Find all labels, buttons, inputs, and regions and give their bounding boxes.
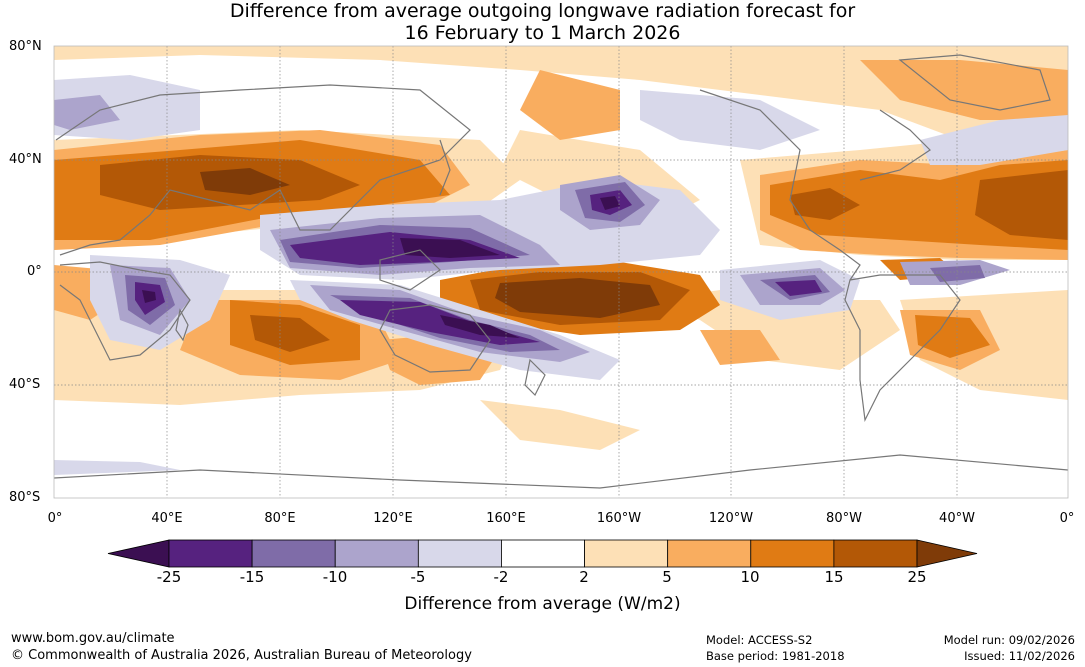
colorbar-tick: 10 <box>740 568 760 586</box>
lon-label-160w: 160°W <box>596 511 642 526</box>
footer-base-period: Base period: 1981-2018 <box>706 649 845 663</box>
footer-model-run: Model run: 09/02/2026 <box>943 633 1075 647</box>
colorbar-arrow-high <box>916 539 978 568</box>
colorbar-tick: -5 <box>410 568 426 586</box>
colorbar-tick: -2 <box>493 568 509 586</box>
colorbar-segment <box>334 539 419 568</box>
colorbar-tick: 5 <box>662 568 672 586</box>
colorbar-arrow-low <box>107 539 170 568</box>
lat-label-equator: 0° <box>27 264 42 279</box>
lon-label-120w: 120°W <box>708 511 754 526</box>
lon-label-160e: 160°E <box>486 511 526 526</box>
colorbar-tick: 2 <box>579 568 589 586</box>
colorbar <box>107 539 978 568</box>
title-line-1: Difference from average outgoing longwav… <box>229 0 856 22</box>
lon-label-0-east: 0° <box>1059 511 1075 526</box>
lat-label-40n: 40°N <box>9 152 42 167</box>
footer-model: Model: ACCESS-S2 <box>706 633 813 647</box>
lat-label-80n: 80°N <box>9 39 42 54</box>
title-line-2: 16 February to 1 March 2026 <box>404 22 681 44</box>
colorbar-tick: -15 <box>239 568 265 586</box>
lon-label-40e: 40°E <box>151 511 183 526</box>
colorbar-segment <box>168 539 253 568</box>
colorbar-segment <box>584 539 669 568</box>
coastlines <box>54 54 1068 489</box>
map-title: Difference from average outgoing longwav… <box>0 0 1085 44</box>
colorbar-tick: -10 <box>322 568 348 586</box>
lat-label-80s: 80°S <box>9 490 41 505</box>
colorbar-tick: 25 <box>907 568 927 586</box>
colorbar-tick: 15 <box>824 568 844 586</box>
colorbar-segment <box>667 539 752 568</box>
colorbar-segment <box>501 539 585 568</box>
colorbar-segment <box>417 539 502 568</box>
colorbar-tick: -25 <box>156 568 182 586</box>
colorbar-label: Difference from average (W/m2) <box>404 594 681 614</box>
footer-website[interactable]: www.bom.gov.au/climate <box>11 631 175 646</box>
colorbar-segment <box>251 539 336 568</box>
lat-label-40s: 40°S <box>9 377 41 392</box>
gridlines <box>54 46 1068 498</box>
lon-label-80w: 80°W <box>826 511 862 526</box>
footer-copyright: © Commonwealth of Australia 2026, Austra… <box>11 648 472 663</box>
lon-label-80e: 80°E <box>264 511 296 526</box>
lon-label-0-west: 0° <box>47 511 63 526</box>
colorbar-segment <box>750 539 835 568</box>
lon-label-40w: 40°W <box>939 511 975 526</box>
footer-issued: Issued: 11/02/2026 <box>964 649 1075 663</box>
lon-label-120e: 120°E <box>373 511 413 526</box>
map-frame <box>53 45 1069 499</box>
colorbar-segment <box>833 539 918 568</box>
